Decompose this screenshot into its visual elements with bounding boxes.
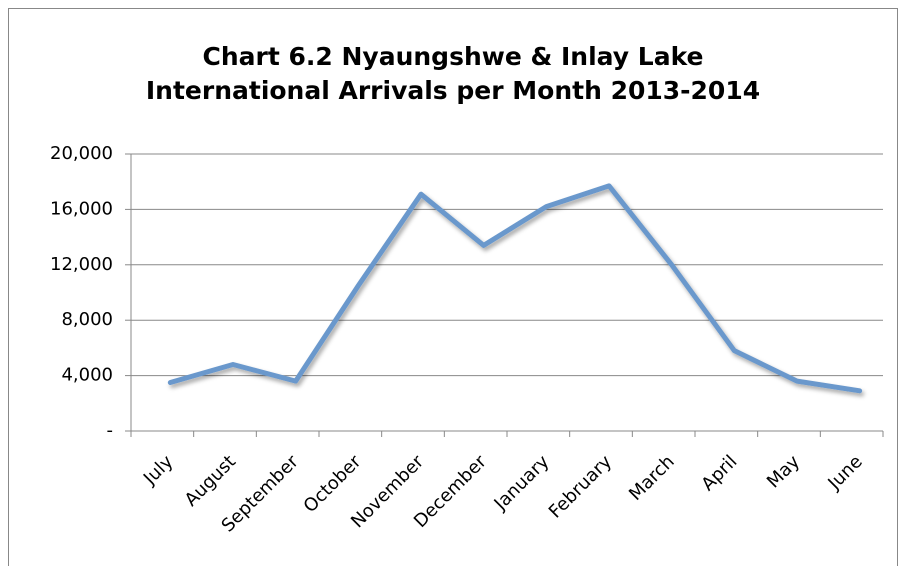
x-tick-label: January (490, 451, 554, 515)
y-tick-label: 4,000 (61, 365, 113, 386)
chart-title: Chart 6.2 Nyaungshwe & Inlay Lake Intern… (145, 42, 761, 105)
y-tick-label: 16,000 (50, 198, 113, 219)
x-tick-label: May (763, 451, 804, 492)
x-tick-label: June (823, 451, 866, 494)
x-tick-label: October (300, 451, 366, 517)
chart-border (8, 8, 898, 566)
x-tick-label: February (545, 451, 616, 522)
y-tick-label: 20,000 (50, 143, 113, 164)
y-tick-label: 12,000 (50, 254, 113, 275)
x-tick-label: August (181, 451, 240, 510)
x-tick-label: March (625, 451, 679, 505)
x-tick-label: July (139, 451, 178, 490)
y-tick-label: - (107, 420, 114, 441)
series-line (167, 183, 863, 394)
y-tick-label: 8,000 (61, 309, 113, 330)
x-tick-label: April (697, 451, 741, 495)
